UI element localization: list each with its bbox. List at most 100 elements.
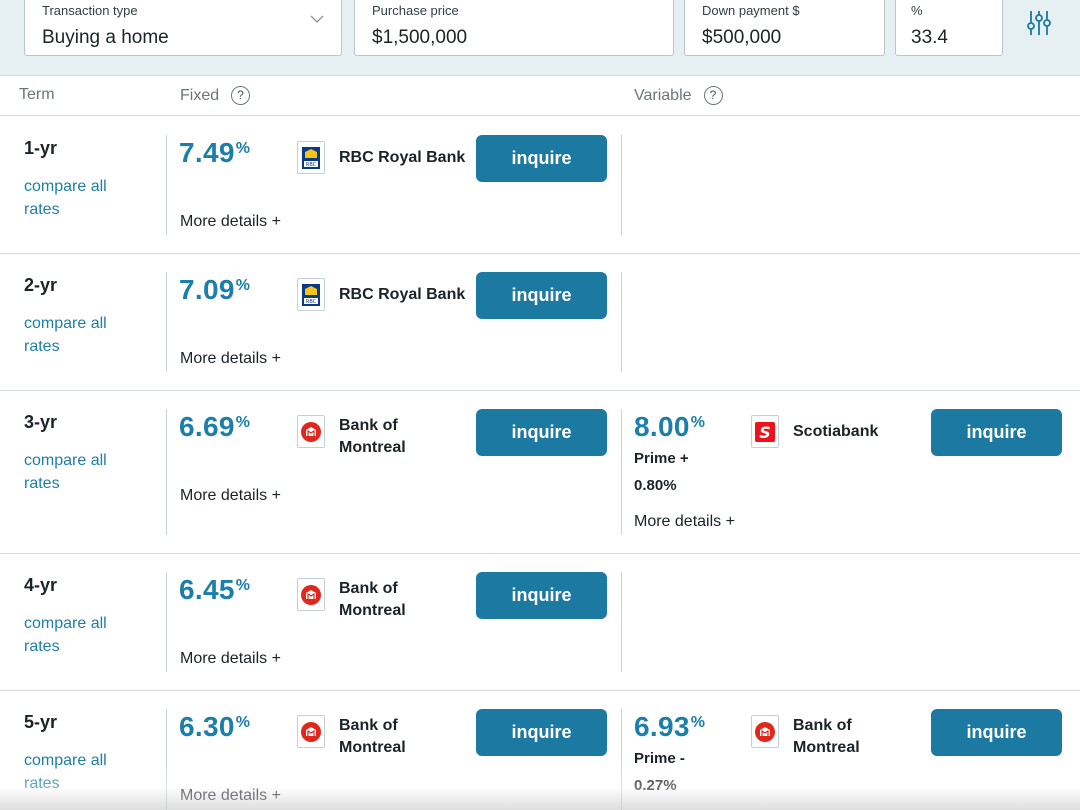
rbc-logo-icon: RBC [297, 278, 325, 311]
svg-text:RBC: RBC [306, 299, 317, 305]
compare-all-rates-link[interactable]: compare all rates [24, 752, 107, 792]
percent-label: % [911, 3, 923, 18]
lender-name: Bank of Montreal [793, 717, 860, 756]
more-details-link[interactable]: More details + [180, 650, 281, 667]
sliders-icon[interactable] [1024, 8, 1054, 38]
column-divider [621, 709, 622, 810]
rate-row-3yr: 3-yr compare all rates 6.69% Bank of Mon… [0, 391, 1080, 554]
term-column-header: Term [19, 86, 55, 104]
transaction-type-label: Transaction type [42, 3, 138, 18]
fixed-rate: 6.30% [179, 711, 250, 743]
term-label: 2-yr [24, 275, 58, 295]
more-details-link[interactable]: More details + [180, 213, 281, 230]
variable-rate-value: 6.93 [634, 711, 690, 742]
more-details-link[interactable]: More details + [180, 787, 281, 804]
term-label: 4-yr [24, 575, 58, 595]
chevron-down-icon[interactable] [309, 11, 325, 27]
percent-sign: % [235, 577, 251, 594]
variable-column-header: Variable ? [634, 86, 723, 105]
lender-info: Bank of Montreal [297, 715, 429, 759]
more-details-link[interactable]: More details + [634, 513, 735, 530]
column-divider [166, 272, 167, 372]
lender-name: Scotiabank [793, 423, 879, 440]
svg-text:S: S [759, 423, 771, 442]
fixed-header-label: Fixed [180, 86, 220, 104]
inquire-button[interactable]: inquire [931, 709, 1062, 756]
inquire-button[interactable]: inquire [476, 709, 607, 756]
column-divider [621, 409, 622, 535]
bmo-logo-icon [297, 715, 325, 748]
lender-info: RBC RBC Royal Bank [297, 278, 465, 311]
prime-spread: Prime - 0.27% [634, 745, 685, 799]
lender-name: Bank of Montreal [339, 580, 406, 619]
bmo-logo-icon [297, 578, 325, 611]
inquire-button[interactable]: inquire [476, 409, 607, 456]
lender-info: Bank of Montreal [297, 578, 429, 622]
variable-rate: 8.00% [634, 411, 705, 443]
variable-rate-value: 8.00 [634, 411, 690, 442]
lender-info: S Scotiabank [751, 415, 878, 448]
column-divider [166, 135, 167, 235]
column-divider [621, 135, 622, 235]
lender-name: RBC Royal Bank [339, 286, 466, 303]
purchase-price-field[interactable]: Purchase price $1,500,000 [354, 0, 674, 56]
percent-sign: % [235, 277, 251, 294]
inquire-button[interactable]: inquire [476, 272, 607, 319]
compare-all-rates-link[interactable]: compare all rates [24, 178, 107, 218]
lender-info: Bank of Montreal [297, 415, 429, 459]
purchase-price-value: $1,500,000 [372, 27, 468, 48]
rate-row-1yr: 1-yr compare all rates 7.49% RBC RBC Roy… [0, 117, 1080, 254]
compare-all-rates-link[interactable]: compare all rates [24, 452, 107, 492]
percent-sign: % [690, 414, 706, 431]
percent-sign: % [235, 140, 251, 157]
question-mark-icon[interactable]: ? [703, 86, 723, 105]
fixed-rate: 6.45% [179, 574, 250, 606]
search-filter-bar: Transaction type Buying a home Purchase … [0, 0, 1080, 76]
rate-row-5yr: 5-yr compare all rates 6.30% Bank of Mon… [0, 691, 1080, 810]
rate-row-4yr: 4-yr compare all rates 6.45% Bank of Mon… [0, 554, 1080, 691]
lender-name: Bank of Montreal [339, 417, 406, 456]
more-details-link[interactable]: More details + [180, 487, 281, 504]
column-divider [166, 709, 167, 810]
variable-header-label: Variable [634, 86, 692, 104]
down-payment-percent-field[interactable]: % 33.4 [895, 0, 1003, 56]
fixed-column-header: Fixed ? [180, 86, 251, 105]
compare-all-rates-link[interactable]: compare all rates [24, 615, 107, 655]
column-divider [166, 572, 167, 672]
inquire-button[interactable]: inquire [931, 409, 1062, 456]
term-label: 5-yr [24, 712, 58, 732]
prime-offset: 0.27% [634, 777, 677, 794]
column-divider [621, 272, 622, 372]
scotiabank-logo-icon: S [751, 415, 779, 448]
term-header-label: Term [19, 86, 55, 103]
more-details-link[interactable]: More details + [180, 350, 281, 367]
fixed-rate: 7.09% [179, 274, 250, 306]
term-label: 3-yr [24, 412, 58, 432]
percent-sign: % [235, 414, 251, 431]
rbc-logo-icon: RBC [297, 141, 325, 174]
percent-sign: % [235, 714, 251, 731]
term-label: 1-yr [24, 138, 58, 158]
purchase-price-label: Purchase price [372, 3, 459, 18]
prime-offset: 0.80% [634, 477, 677, 494]
percent-value: 33.4 [911, 27, 948, 48]
variable-rate: 6.93% [634, 711, 705, 743]
inquire-button[interactable]: inquire [476, 135, 607, 182]
column-divider [621, 572, 622, 672]
down-payment-field[interactable]: Down payment $ $500,000 [684, 0, 885, 56]
lender-info: RBC RBC Royal Bank [297, 141, 465, 174]
fixed-rate: 6.69% [179, 411, 250, 443]
prime-label: Prime + [634, 450, 689, 467]
question-mark-icon[interactable]: ? [231, 86, 251, 105]
compare-all-rates-link[interactable]: compare all rates [24, 315, 107, 355]
transaction-type-select[interactable]: Transaction type Buying a home [24, 0, 342, 56]
down-payment-value: $500,000 [702, 27, 782, 48]
inquire-button[interactable]: inquire [476, 572, 607, 619]
bmo-logo-icon [297, 415, 325, 448]
lender-info: Bank of Montreal [751, 715, 883, 759]
bmo-logo-icon [751, 715, 779, 748]
rate-row-2yr: 2-yr compare all rates 7.09% RBC RBC Roy… [0, 254, 1080, 391]
column-divider [166, 409, 167, 535]
fixed-rate-value: 7.49 [179, 137, 235, 168]
fixed-rate-value: 6.30 [179, 711, 235, 742]
